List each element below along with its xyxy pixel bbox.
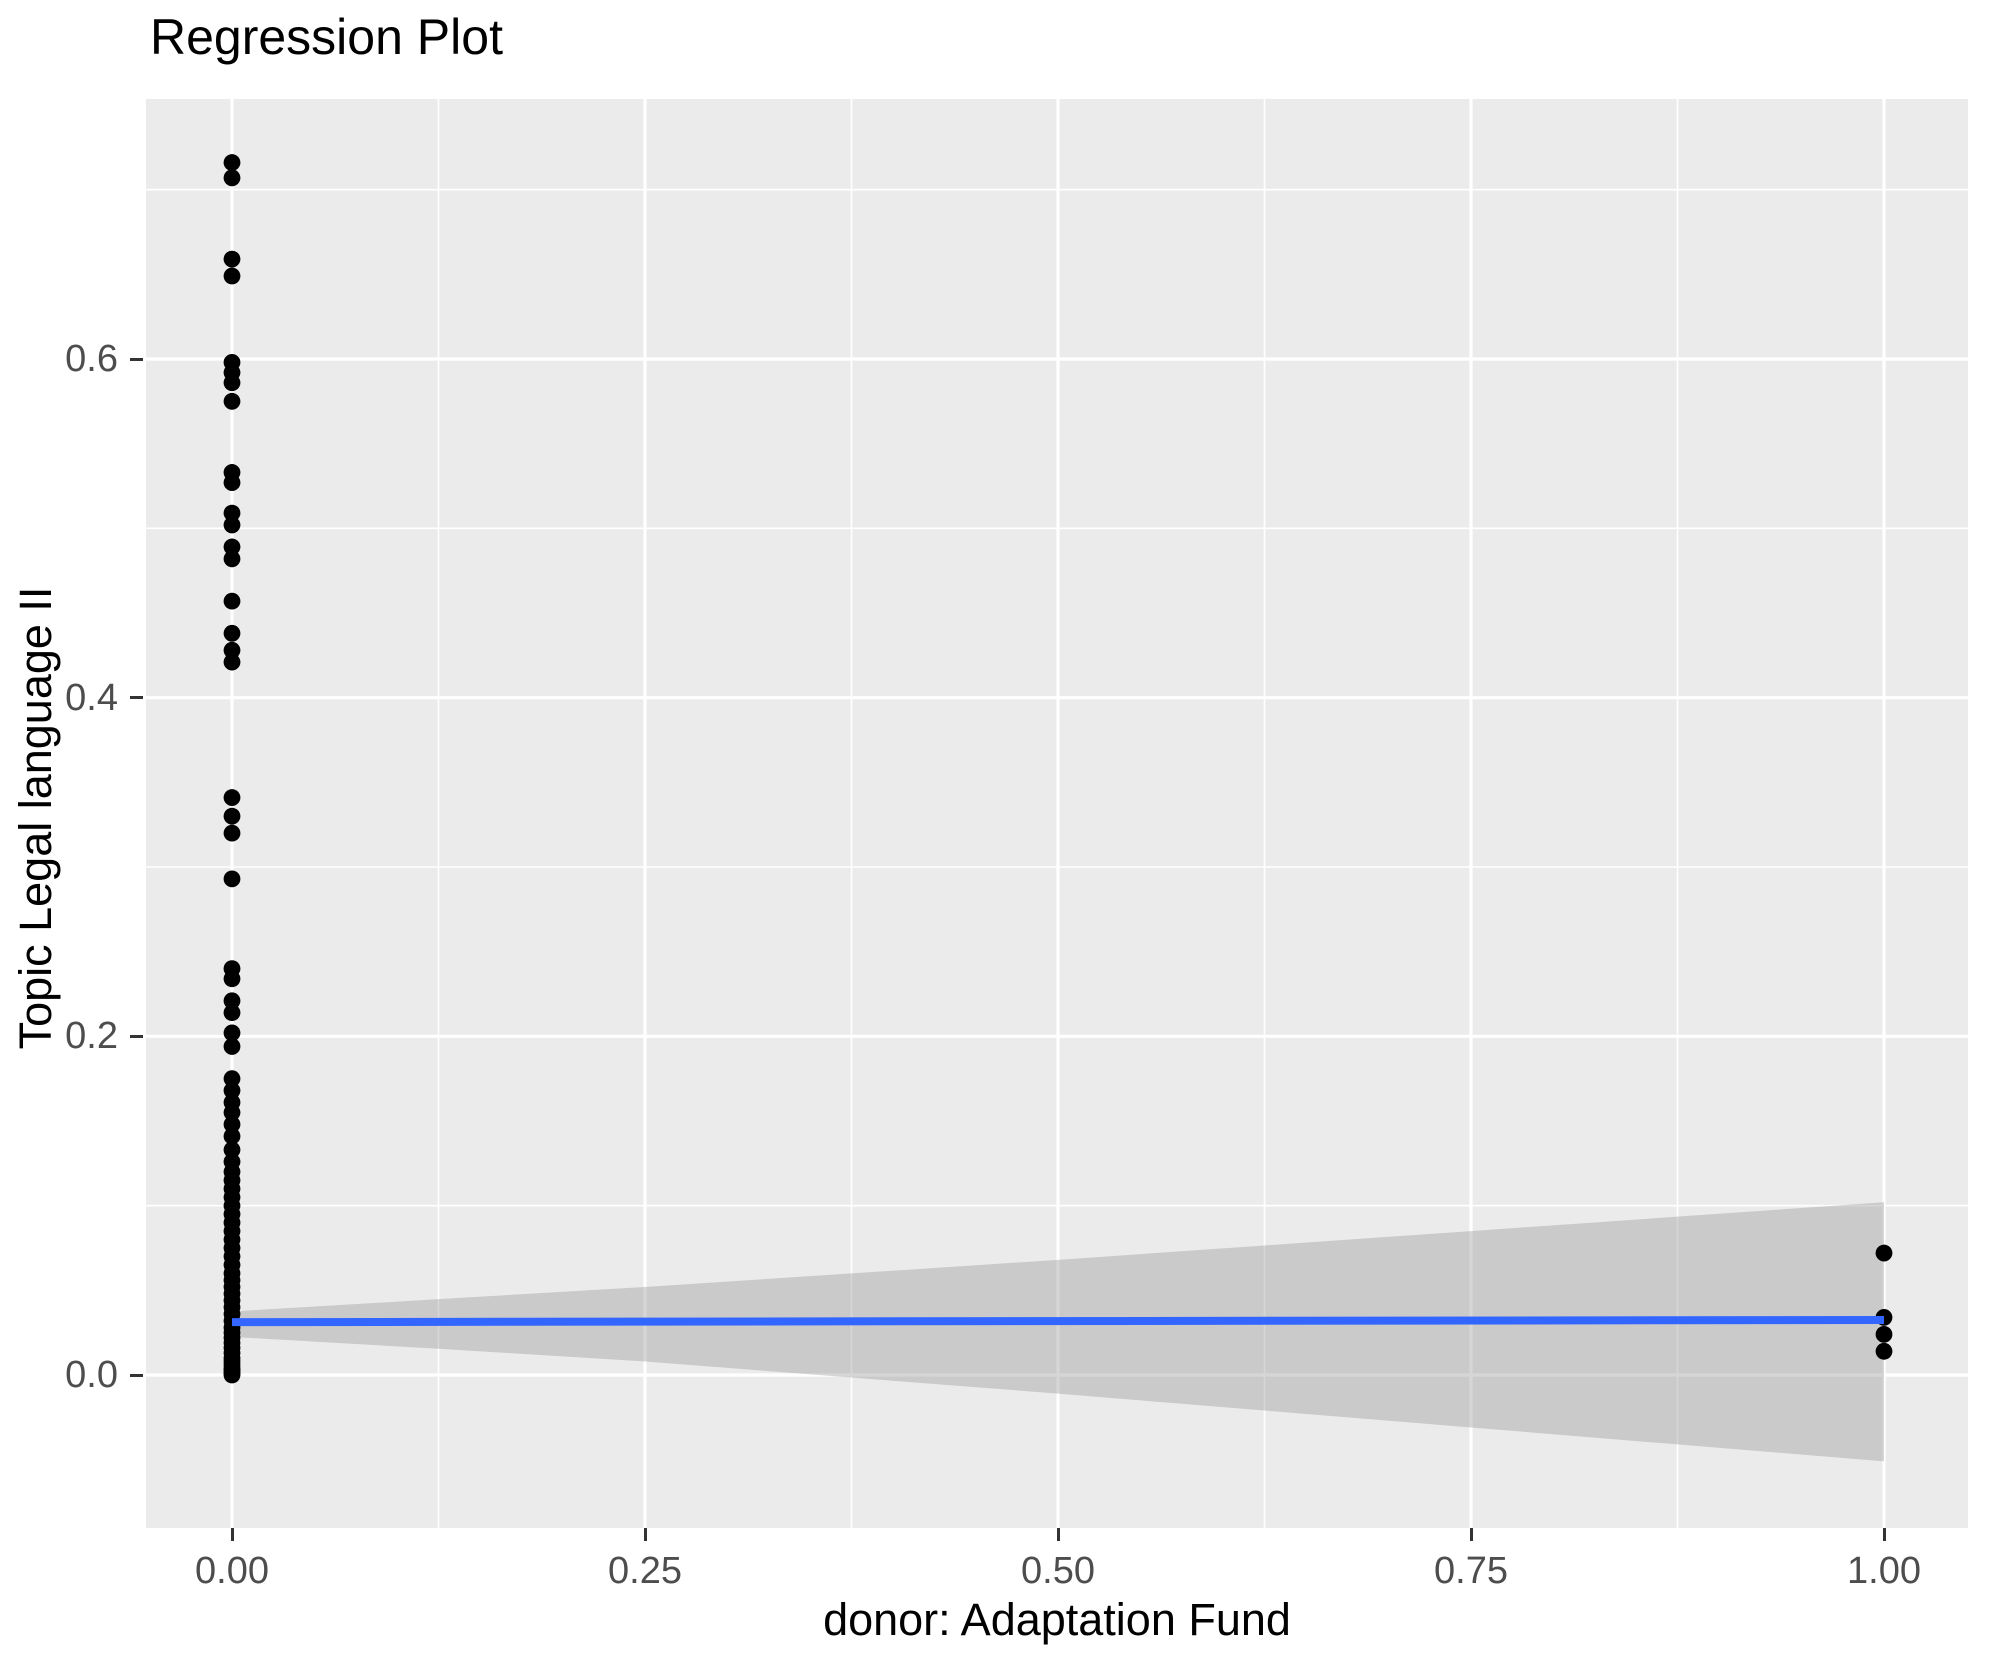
y-tick-mark xyxy=(130,1373,143,1377)
scatter-point xyxy=(223,992,241,1010)
x-tick-mark xyxy=(643,1528,647,1541)
x-tick-label: 0.00 xyxy=(195,1550,269,1592)
chart-canvas xyxy=(146,99,1968,1528)
scatter-point xyxy=(223,516,241,534)
scatter-point xyxy=(223,789,241,806)
x-tick-mark xyxy=(1469,1528,1473,1541)
x-tick-mark xyxy=(1056,1528,1060,1541)
scatter-point xyxy=(223,1082,241,1099)
scatter-point xyxy=(223,374,241,392)
scatter-point xyxy=(223,1038,241,1055)
scatter-point xyxy=(223,1024,241,1042)
scatter-point xyxy=(223,1115,241,1133)
scatter-point xyxy=(1875,1342,1893,1360)
scatter-point xyxy=(223,250,241,268)
scatter-point xyxy=(223,154,241,171)
scatter-point xyxy=(223,807,241,825)
confidence-ribbon xyxy=(232,1202,1884,1462)
scatter-point xyxy=(223,267,241,285)
x-tick-label: 0.25 xyxy=(608,1550,682,1592)
plot-panel xyxy=(146,99,1968,1528)
scatter-point xyxy=(223,1141,241,1159)
scatter-point xyxy=(223,653,241,671)
scatter-point xyxy=(223,1004,241,1022)
x-tick-label: 1.00 xyxy=(1847,1550,1921,1592)
scatter-point xyxy=(223,624,241,642)
y-tick-mark xyxy=(130,357,143,361)
x-tick-mark xyxy=(230,1528,234,1541)
scatter-point xyxy=(223,538,241,556)
scatter-point xyxy=(223,550,241,568)
scatter-point xyxy=(223,641,241,659)
y-tick-mark xyxy=(130,696,143,700)
y-tick-label: 0.4 xyxy=(65,676,118,719)
y-tick-label: 0.0 xyxy=(65,1354,118,1396)
x-axis-title: donor: Adaptation Fund xyxy=(823,1594,1291,1645)
scatter-point xyxy=(223,169,241,187)
y-tick-label: 0.2 xyxy=(65,1015,118,1058)
y-tick-label: 0.6 xyxy=(65,338,118,380)
plot-title: Regression Plot xyxy=(150,9,503,65)
x-tick-label: 0.50 xyxy=(1021,1550,1095,1592)
scatter-point xyxy=(223,1127,241,1145)
x-tick-mark xyxy=(1882,1528,1886,1541)
scatter-point xyxy=(223,592,241,610)
scatter-point xyxy=(223,392,241,410)
scatter-point xyxy=(223,870,241,888)
scatter-point xyxy=(223,504,241,522)
scatter-point xyxy=(223,970,241,988)
scatter-point xyxy=(223,474,241,492)
scatter-point xyxy=(223,824,241,842)
y-axis-title: Topic Legal language II xyxy=(10,586,61,1050)
scatter-point xyxy=(223,1104,241,1121)
scatter-point xyxy=(1875,1325,1893,1343)
x-tick-label: 0.75 xyxy=(1434,1550,1508,1592)
y-tick-mark xyxy=(130,1034,143,1038)
regression-line xyxy=(231,1315,1885,1327)
scatter-point xyxy=(1875,1244,1893,1262)
scatter-point xyxy=(223,1070,241,1088)
scatter-point xyxy=(223,1366,241,1384)
